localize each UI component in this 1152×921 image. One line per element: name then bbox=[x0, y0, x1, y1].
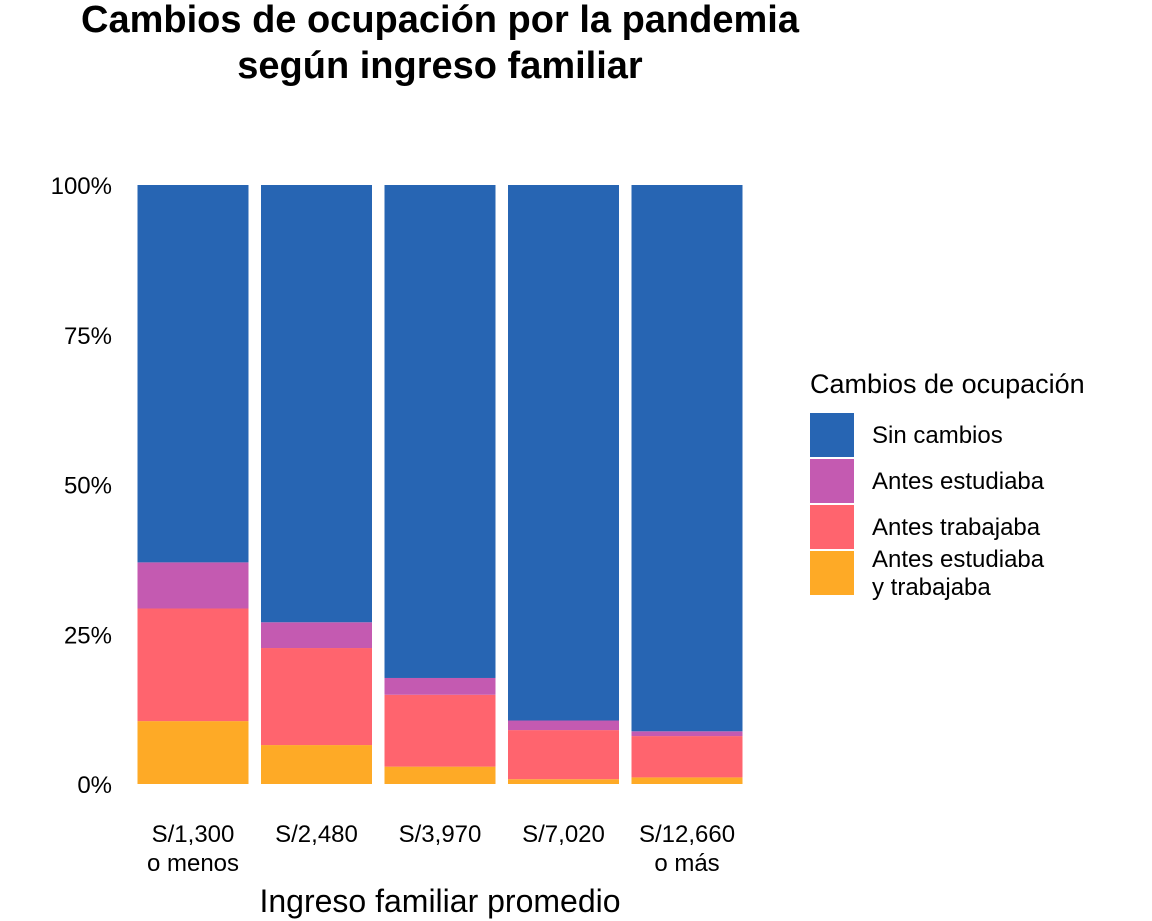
legend-label: Antes trabajaba bbox=[872, 514, 1041, 541]
x-tick-label: S/1,300 bbox=[152, 821, 235, 848]
chart-title-line: según ingreso familiar bbox=[237, 45, 643, 87]
x-tick-label: S/3,970 bbox=[399, 821, 482, 848]
legend-key bbox=[810, 459, 854, 503]
y-tick-label: 50% bbox=[64, 473, 112, 500]
bar-segment bbox=[137, 185, 249, 563]
x-tick-label: S/7,020 bbox=[522, 821, 605, 848]
y-tick-label: 75% bbox=[64, 323, 112, 350]
bar-segment bbox=[384, 766, 496, 784]
legend-title: Cambios de ocupación bbox=[810, 369, 1085, 399]
y-tick-label: 0% bbox=[77, 772, 112, 799]
bar-segment bbox=[137, 562, 249, 609]
bar-segment bbox=[137, 608, 249, 722]
chart-title: Cambios de ocupación por la pandemiasegú… bbox=[81, 0, 800, 87]
legend-label: Sin cambios bbox=[872, 422, 1003, 449]
bar-segment bbox=[631, 731, 743, 737]
bar-segment bbox=[384, 677, 496, 695]
y-axis-ticks: 0% 25% 50% 75% 100% bbox=[51, 173, 112, 799]
bar-segment bbox=[384, 694, 496, 767]
legend-label: Antes estudiaba bbox=[872, 546, 1045, 573]
bar-segment bbox=[508, 730, 619, 780]
bar-segment bbox=[261, 622, 372, 649]
bar-segment bbox=[261, 745, 372, 784]
legend: Cambios de ocupación Sin cambios Antes es… bbox=[810, 369, 1085, 601]
legend-label: Antes estudiaba bbox=[872, 468, 1045, 495]
bar-segment bbox=[631, 777, 743, 784]
legend-label: y trabajaba bbox=[872, 574, 991, 601]
bar-segment bbox=[261, 185, 372, 623]
legend-key bbox=[810, 551, 854, 595]
legend-key bbox=[810, 505, 854, 549]
x-axis-title: Ingreso familiar promedio bbox=[259, 883, 620, 919]
y-tick-label: 25% bbox=[64, 622, 112, 649]
x-tick-label: o más bbox=[654, 850, 719, 877]
legend-key bbox=[810, 413, 854, 457]
bar-segment bbox=[508, 720, 619, 731]
bar-segment bbox=[137, 721, 249, 784]
bar-segment bbox=[508, 185, 619, 721]
x-tick-label: S/12,660 bbox=[639, 821, 735, 848]
bar-segment bbox=[261, 648, 372, 746]
bar-segment bbox=[508, 779, 619, 784]
chart-title-line: Cambios de ocupación por la pandemia bbox=[81, 0, 800, 41]
bar-segment bbox=[631, 736, 743, 778]
bar-segment bbox=[384, 185, 496, 678]
bars bbox=[137, 185, 743, 784]
x-tick-label: S/2,480 bbox=[275, 821, 358, 848]
y-tick-label: 100% bbox=[51, 173, 112, 200]
bar-segment bbox=[631, 185, 743, 732]
x-tick-label: o menos bbox=[147, 850, 239, 877]
